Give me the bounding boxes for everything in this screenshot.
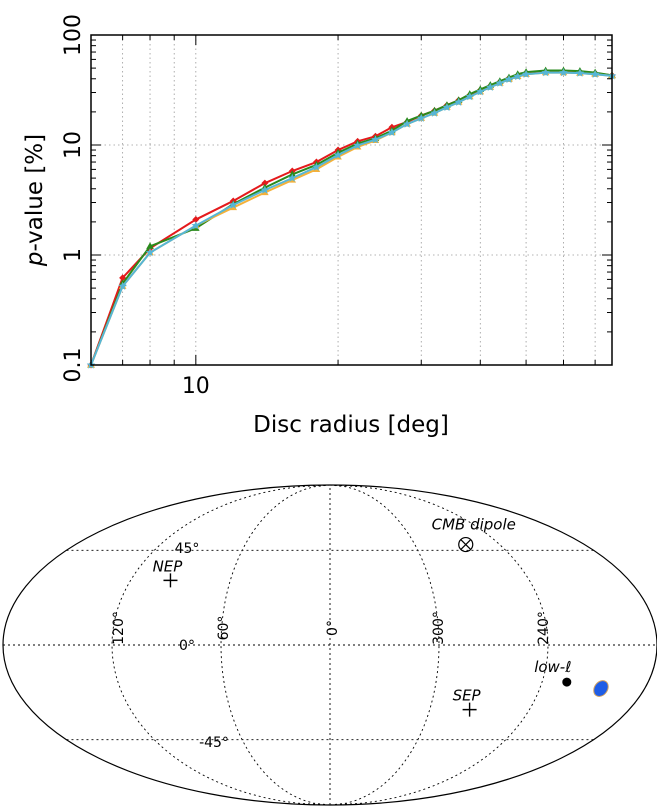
parallel-label: -45° <box>199 735 229 751</box>
series-line <box>91 72 612 365</box>
dot-marker <box>562 678 571 687</box>
grid-lines <box>91 35 612 365</box>
y-tick-label: 0.1 <box>61 348 86 383</box>
y-tick-label: 10 <box>61 131 86 159</box>
sky-point-label: NEP <box>153 557 184 575</box>
series-line <box>91 71 612 365</box>
y-tick-label: 1 <box>61 248 86 262</box>
series-group <box>87 67 617 369</box>
y-axis-title-italic: p <box>22 252 48 268</box>
plot-frame <box>91 35 612 365</box>
p-value-chart: 10 0.1 1 10 100 Disc radius [deg] p-value [%… <box>22 14 616 438</box>
series-2 <box>87 69 616 368</box>
series-3 <box>87 68 617 369</box>
tick-marks <box>91 35 612 365</box>
parallel-label: 45° <box>175 541 200 557</box>
y-axis-title-rest: -value [%] <box>22 134 48 252</box>
series-line <box>91 73 612 365</box>
meridian-label: 0° <box>325 620 341 636</box>
tick-labels: 10 0.1 1 10 100 <box>61 14 210 399</box>
sky-point-label: SEP <box>453 687 482 705</box>
y-tick-label: 100 <box>61 14 86 56</box>
y-axis-title: p-value [%] <box>22 134 48 267</box>
parallel-label: 0° <box>179 638 195 654</box>
meridian-label: 240° <box>536 611 552 645</box>
meridian-label: 120° <box>111 611 127 645</box>
series-0 <box>88 68 616 368</box>
meridian-label: 300° <box>431 611 447 645</box>
sky-map: 120° 60° 0° 300° 240° 45° 0° -45° CMB dipole NEP… <box>3 485 657 805</box>
series-line <box>91 73 612 365</box>
series-1 <box>87 67 616 368</box>
meridian-label: 60° <box>216 616 232 641</box>
sky-point-label: low-ℓ <box>534 658 571 676</box>
x-tick-label: 10 <box>182 374 210 399</box>
x-axis-title: Disc radius [deg] <box>253 412 449 438</box>
sky-point-label: CMB dipole <box>432 516 516 534</box>
